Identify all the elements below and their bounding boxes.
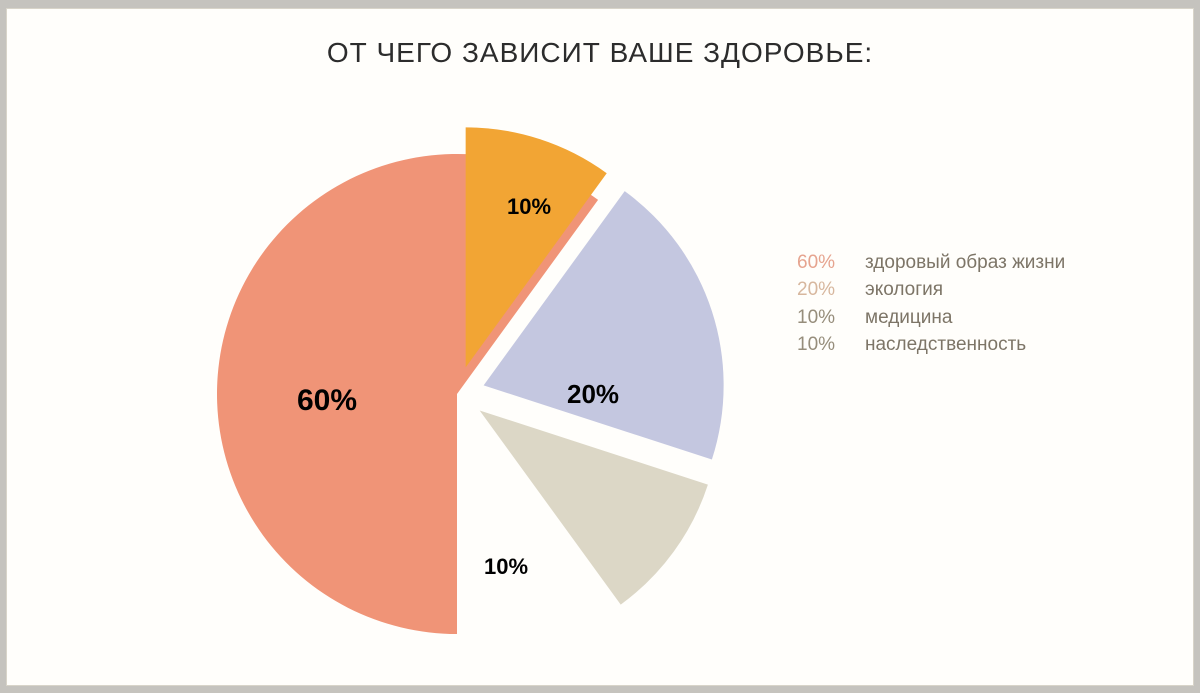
legend-percent: 20%: [797, 276, 847, 304]
legend-percent: 10%: [797, 304, 847, 332]
legend-row: 10% медицина: [797, 304, 1065, 332]
legend-label: медицина: [865, 304, 952, 332]
legend-label: экология: [865, 276, 943, 304]
legend-row: 20% экология: [797, 276, 1065, 304]
legend-label: здоровый образ жизни: [865, 249, 1065, 277]
legend-row: 60% здоровый образ жизни: [797, 249, 1065, 277]
slice-percent-label: 20%: [567, 379, 619, 410]
legend-percent: 60%: [797, 249, 847, 277]
slice-percent-label: 60%: [297, 384, 357, 418]
pie-chart-svg: [177, 104, 737, 664]
slice-percent-label: 10%: [484, 554, 528, 580]
chart-legend: 60% здоровый образ жизни 20% экология 10% мед…: [797, 249, 1065, 359]
slice-percent-label: 10%: [507, 194, 551, 220]
legend-row: 10% наследственность: [797, 331, 1065, 359]
legend-percent: 10%: [797, 331, 847, 359]
chart-container: ОТ ЧЕГО ЗАВИСИТ ВАШЕ ЗДОРОВЬЕ: 60%20%10%…: [6, 8, 1194, 686]
legend-label: наследственность: [865, 331, 1026, 359]
chart-title: ОТ ЧЕГО ЗАВИСИТ ВАШЕ ЗДОРОВЬЕ:: [7, 37, 1193, 69]
pie-chart-area: 60% 20% 10% 10%: [177, 104, 737, 664]
